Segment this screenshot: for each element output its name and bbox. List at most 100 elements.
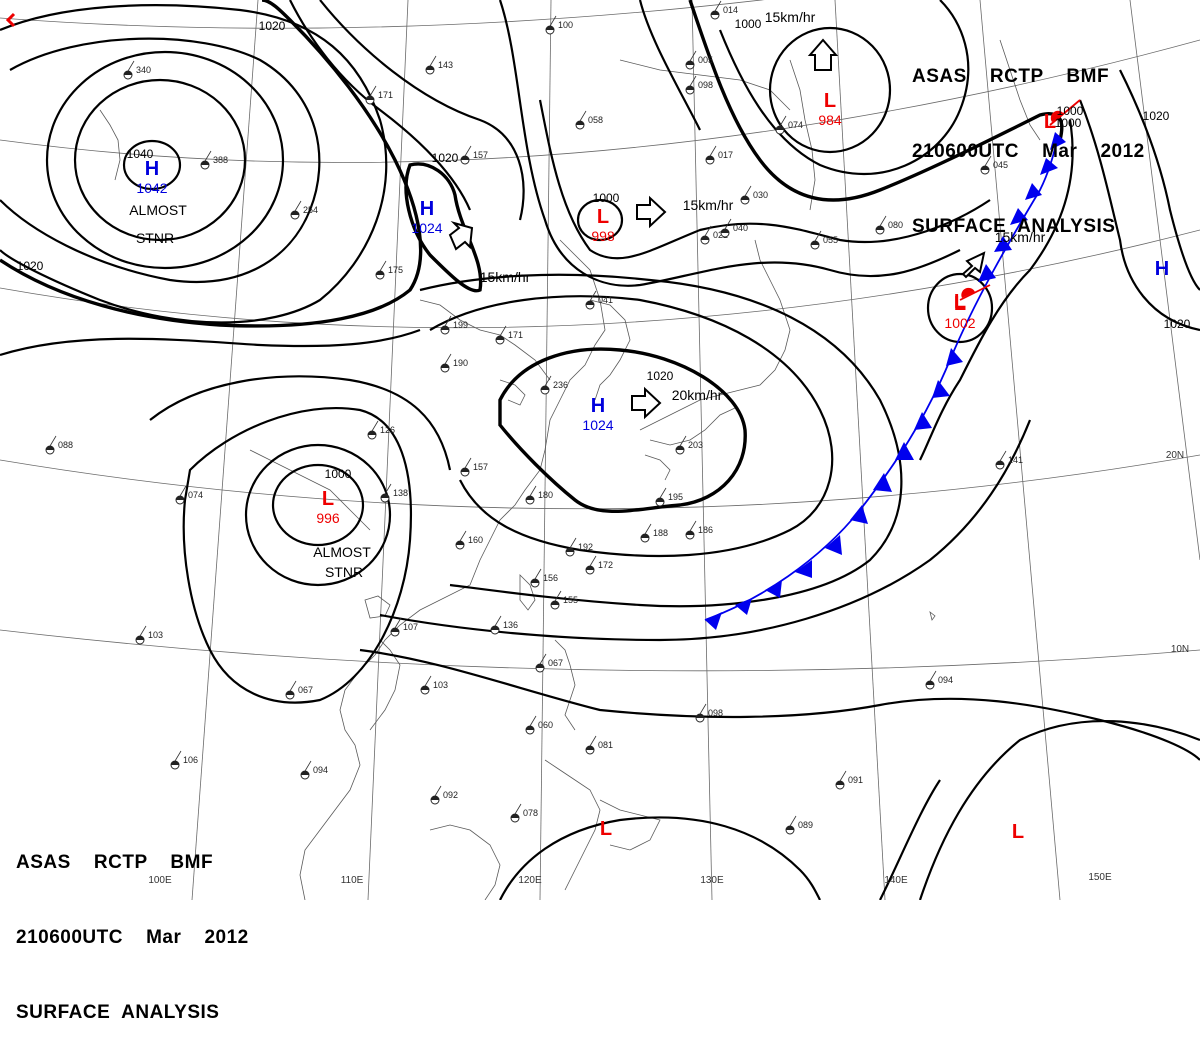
wind-barb-icon (464, 145, 472, 157)
cloud-cover-icon (421, 686, 429, 690)
front-tooth (765, 580, 782, 598)
station-plot: 107 (390, 617, 418, 637)
station-plot: 030 (740, 185, 768, 205)
isobar-high-nw-4 (0, 37, 321, 283)
cloud-cover-icon (136, 636, 144, 640)
isobar-low-998-1 (576, 198, 624, 242)
wind-barb-icon (589, 555, 597, 567)
header-top-line1: ASAS RCTP BMF (912, 66, 1110, 87)
warm-front-line (959, 284, 991, 301)
station-pressure: 092 (443, 790, 458, 800)
stationary-note: ALMOST (313, 544, 371, 560)
station-plot: 141 (995, 450, 1023, 470)
isobar-value: 1040 (127, 147, 154, 161)
isobar-value: 1020 (432, 151, 459, 165)
front-tooth (895, 442, 914, 460)
arrow-icon (448, 221, 474, 251)
weather-map: 340 388 254 171 143 157 100 058 005 014 098 074 175 1… (0, 0, 1200, 900)
pressure-value: 1002 (944, 315, 975, 331)
arrow-icon (631, 386, 662, 420)
cloud-cover-icon (656, 498, 664, 502)
isobar-value: 1020 (1164, 317, 1191, 331)
cloud-cover-icon (786, 826, 794, 830)
wind-barb-icon (369, 85, 377, 97)
station-plot: 040 (720, 218, 748, 238)
station-pressure: 100 (558, 20, 573, 30)
wind-barb-icon (999, 450, 1007, 462)
station-plot: 155 (550, 590, 578, 610)
station-plot: 074 (175, 485, 203, 505)
stationary-note: ALMOST (129, 202, 187, 218)
cloud-cover-icon (46, 446, 54, 450)
cloud-cover-icon (706, 156, 714, 160)
station-plot: 017 (705, 145, 733, 165)
wind-barb-icon (744, 185, 752, 197)
station-pressure: 138 (393, 488, 408, 498)
high-letter: H (591, 395, 605, 417)
high-letter: H (145, 158, 159, 180)
cloud-cover-icon (441, 326, 449, 330)
stationary-note: STNR (325, 564, 363, 580)
coast-china-inland (249, 449, 371, 531)
cloud-cover-icon (491, 626, 499, 630)
wind-barb-icon (544, 375, 552, 387)
wind-barb-icon (529, 715, 537, 727)
isobar-high-nw-1 (122, 139, 182, 191)
station-pressure: 030 (753, 190, 768, 200)
wind-barb-icon (174, 750, 182, 762)
meridian-160e (1129, 0, 1200, 561)
station-plot: 156 (530, 568, 558, 588)
low-letter: L (600, 818, 612, 840)
station-pressure: 074 (788, 120, 803, 130)
station-pressure: 094 (313, 765, 328, 775)
wind-barb-icon (554, 590, 562, 602)
station-plot: 126 (367, 420, 395, 440)
wind-barb-icon (704, 225, 712, 237)
cloud-cover-icon (566, 548, 574, 552)
cloud-cover-icon (551, 601, 559, 605)
isobar-value: 1000 (1055, 116, 1082, 130)
longitude-label: 100E (148, 875, 172, 886)
low-pressure-center: L (954, 291, 966, 313)
cloud-cover-icon (201, 161, 209, 165)
cloud-cover-icon (441, 364, 449, 368)
wind-barb-icon (659, 487, 667, 499)
isobar-central-outer-2 (419, 273, 903, 608)
station-plot: 157 (460, 145, 488, 165)
station-pressure: 190 (453, 358, 468, 368)
wind-barb-icon (429, 55, 437, 67)
wind-barb-icon (444, 353, 452, 365)
cloud-cover-icon (511, 814, 519, 818)
station-pressure: 171 (508, 330, 523, 340)
wind-barb-icon (714, 0, 722, 12)
wind-barb-icon (644, 523, 652, 535)
cloud-cover-icon (696, 714, 704, 718)
station-pressure: 067 (548, 658, 563, 668)
pressure-value: 1042 (136, 180, 167, 196)
pressure-value: 1024 (582, 417, 613, 433)
station-plot: 190 (440, 353, 468, 373)
station-pressure: 157 (473, 150, 488, 160)
cloud-cover-icon (124, 71, 132, 75)
wind-barb-icon (444, 315, 452, 327)
station-plot: 005 (685, 50, 713, 70)
cloud-cover-icon (368, 431, 376, 435)
cloud-cover-icon (586, 746, 594, 750)
wind-barb-icon (494, 615, 502, 627)
station-pressure: 107 (403, 622, 418, 632)
low-letter: L (1044, 111, 1056, 133)
station-pressure: 188 (653, 528, 668, 538)
cloud-cover-icon (876, 226, 884, 230)
wind-barb-icon (139, 625, 147, 637)
station-plot: 092 (430, 785, 458, 805)
station-plot: 171 (365, 85, 393, 105)
station-plot: 175 (375, 260, 403, 280)
station-plot: 160 (455, 530, 483, 550)
wind-barb-icon (689, 520, 697, 532)
station-plot: 081 (585, 735, 613, 755)
station-pressure: 014 (723, 5, 738, 15)
cloud-cover-icon (926, 681, 934, 685)
pressure-value: 998 (591, 228, 615, 244)
isobar-1000-east (919, 119, 1074, 461)
